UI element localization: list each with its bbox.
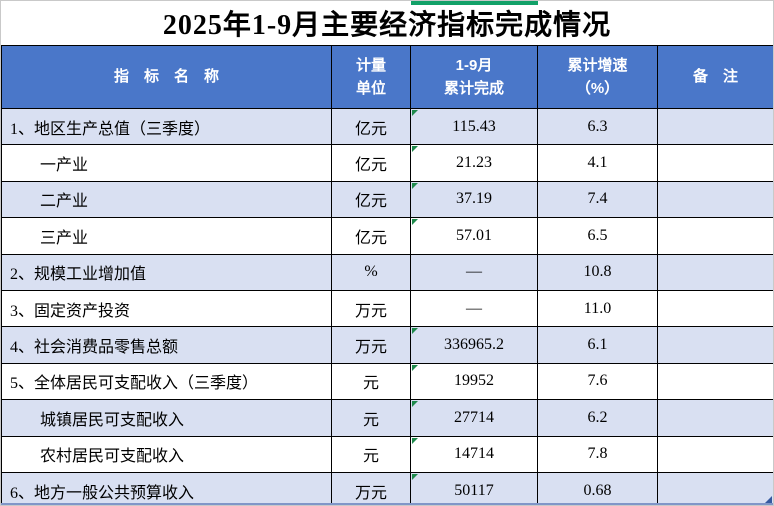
cell-remark[interactable]	[657, 180, 773, 219]
sheet-title[interactable]: 2025年1-9月主要经济指标完成情况	[162, 10, 612, 41]
cell-growth[interactable]: 6.2	[537, 399, 658, 437]
cell-indicator[interactable]: 一产业	[1, 144, 332, 182]
table-row: 2、规模工业增加值 % — 10.8	[1, 253, 773, 291]
cell-unit[interactable]: 万元	[331, 471, 411, 505]
table-row: 1、地区生产总值（三季度） 亿元 115.43 6.3	[1, 107, 773, 146]
cell-growth[interactable]: 11.0	[537, 289, 658, 328]
cell-remark[interactable]	[657, 435, 773, 473]
cell-unit[interactable]: 万元	[331, 289, 411, 328]
cell-unit[interactable]: 亿元	[331, 217, 411, 255]
cell-remark[interactable]	[657, 253, 773, 291]
cell-completed[interactable]: —	[410, 253, 538, 291]
indicators-table: 指 标 名 称 计量 单位 1-9月 累计完成 累计增速 （%） 备 注	[1, 45, 773, 505]
table-row: 二产业 亿元 37.19 7.4	[1, 180, 773, 219]
cell-remark[interactable]	[657, 144, 773, 182]
cell-growth[interactable]: 7.4	[537, 180, 658, 219]
table-row: 城镇居民可支配收入 元 27714 6.2	[1, 399, 773, 437]
header-cell-unit[interactable]: 计量 单位	[331, 45, 411, 109]
table-row: 6、地方一般公共预算收入 万元 50117 0.68	[1, 471, 773, 505]
table-row: 三产业 亿元 57.01 6.5	[1, 217, 773, 255]
table-row: 农村居民可支配收入 元 14714 7.8	[1, 435, 773, 473]
header-cell-growth[interactable]: 累计增速 （%）	[537, 45, 658, 109]
cell-remark[interactable]	[657, 399, 773, 437]
cell-indicator[interactable]: 城镇居民可支配收入	[1, 399, 332, 437]
selection-border-top	[411, 1, 538, 5]
cell-indicator[interactable]: 二产业	[1, 180, 332, 219]
cell-growth[interactable]: 0.68	[537, 471, 658, 505]
header-growth-line2: （%）	[575, 80, 620, 97]
header-completed-line2: 累计完成	[443, 80, 504, 97]
cell-remark[interactable]	[657, 471, 773, 505]
cell-unit[interactable]: 亿元	[331, 180, 411, 219]
cell-growth[interactable]: 6.1	[537, 326, 658, 364]
cell-growth[interactable]: 7.6	[537, 362, 658, 401]
cell-indicator[interactable]: 三产业	[1, 217, 332, 255]
cell-unit[interactable]: 亿元	[331, 107, 411, 146]
table-row: 一产业 亿元 21.23 4.1	[1, 144, 773, 182]
cell-completed[interactable]: 57.01	[410, 217, 538, 255]
table-row: 3、固定资产投资 万元 — 11.0	[1, 289, 773, 328]
cell-growth[interactable]: 6.5	[537, 217, 658, 255]
cell-unit[interactable]: 元	[331, 362, 411, 401]
cell-growth[interactable]: 7.8	[537, 435, 658, 473]
header-cell-completed[interactable]: 1-9月 累计完成	[410, 45, 538, 109]
header-unit-line2: 单位	[355, 80, 386, 97]
header-remark-label: 备 注	[692, 68, 738, 86]
cell-indicator[interactable]: 4、社会消费品零售总额	[1, 326, 332, 364]
cell-growth[interactable]: 6.3	[537, 107, 658, 146]
cell-completed[interactable]: 37.19	[410, 180, 538, 219]
table-row: 5、全体居民可支配收入（三季度） 元 19952 7.6	[1, 362, 773, 401]
cell-remark[interactable]	[657, 289, 773, 328]
cell-indicator[interactable]: 5、全体居民可支配收入（三季度）	[1, 362, 332, 401]
cell-indicator[interactable]: 3、固定资产投资	[1, 289, 332, 328]
cell-growth[interactable]: 4.1	[537, 144, 658, 182]
header-cell-indicator[interactable]: 指 标 名 称	[1, 45, 332, 109]
header-growth-line1: 累计增速	[567, 56, 628, 74]
cell-unit[interactable]: 元	[331, 399, 411, 437]
header-row: 指 标 名 称 计量 单位 1-9月 累计完成 累计增速 （%） 备 注	[1, 45, 773, 109]
cell-completed[interactable]: 14714	[410, 435, 538, 473]
row-cutoff-border	[1, 503, 773, 505]
cell-unit[interactable]: 亿元	[331, 144, 411, 182]
header-indicator-label: 指 标 名 称	[113, 68, 219, 86]
cell-remark[interactable]	[657, 362, 773, 401]
cell-remark[interactable]	[657, 217, 773, 255]
cell-indicator[interactable]: 2、规模工业增加值	[1, 253, 332, 291]
cell-indicator[interactable]: 农村居民可支配收入	[1, 435, 332, 473]
cell-unit[interactable]: 元	[331, 435, 411, 473]
cell-indicator[interactable]: 1、地区生产总值（三季度）	[1, 107, 332, 146]
table-body: 指 标 名 称 计量 单位 1-9月 累计完成 累计增速 （%） 备 注	[1, 45, 773, 505]
cell-growth[interactable]: 10.8	[537, 253, 658, 291]
cell-indicator[interactable]: 6、地方一般公共预算收入	[1, 471, 332, 505]
cell-completed[interactable]: 115.43	[410, 107, 538, 146]
cell-completed[interactable]: —	[410, 289, 538, 328]
fill-handle[interactable]	[765, 496, 772, 503]
cell-completed[interactable]: 336965.2	[410, 326, 538, 364]
cell-completed[interactable]: 19952	[410, 362, 538, 401]
cell-completed[interactable]: 21.23	[410, 144, 538, 182]
cell-unit[interactable]: 万元	[331, 326, 411, 364]
header-unit-line1: 计量	[355, 56, 386, 74]
cell-remark[interactable]	[657, 326, 773, 364]
cell-remark[interactable]	[657, 107, 773, 146]
cell-completed[interactable]: 50117	[410, 471, 538, 505]
table-row: 4、社会消费品零售总额 万元 336965.2 6.1	[1, 326, 773, 364]
header-completed-line1: 1-9月	[455, 56, 493, 74]
header-cell-remark[interactable]: 备 注	[657, 45, 773, 109]
cell-unit[interactable]: %	[331, 253, 411, 291]
cell-completed[interactable]: 27714	[410, 399, 538, 437]
